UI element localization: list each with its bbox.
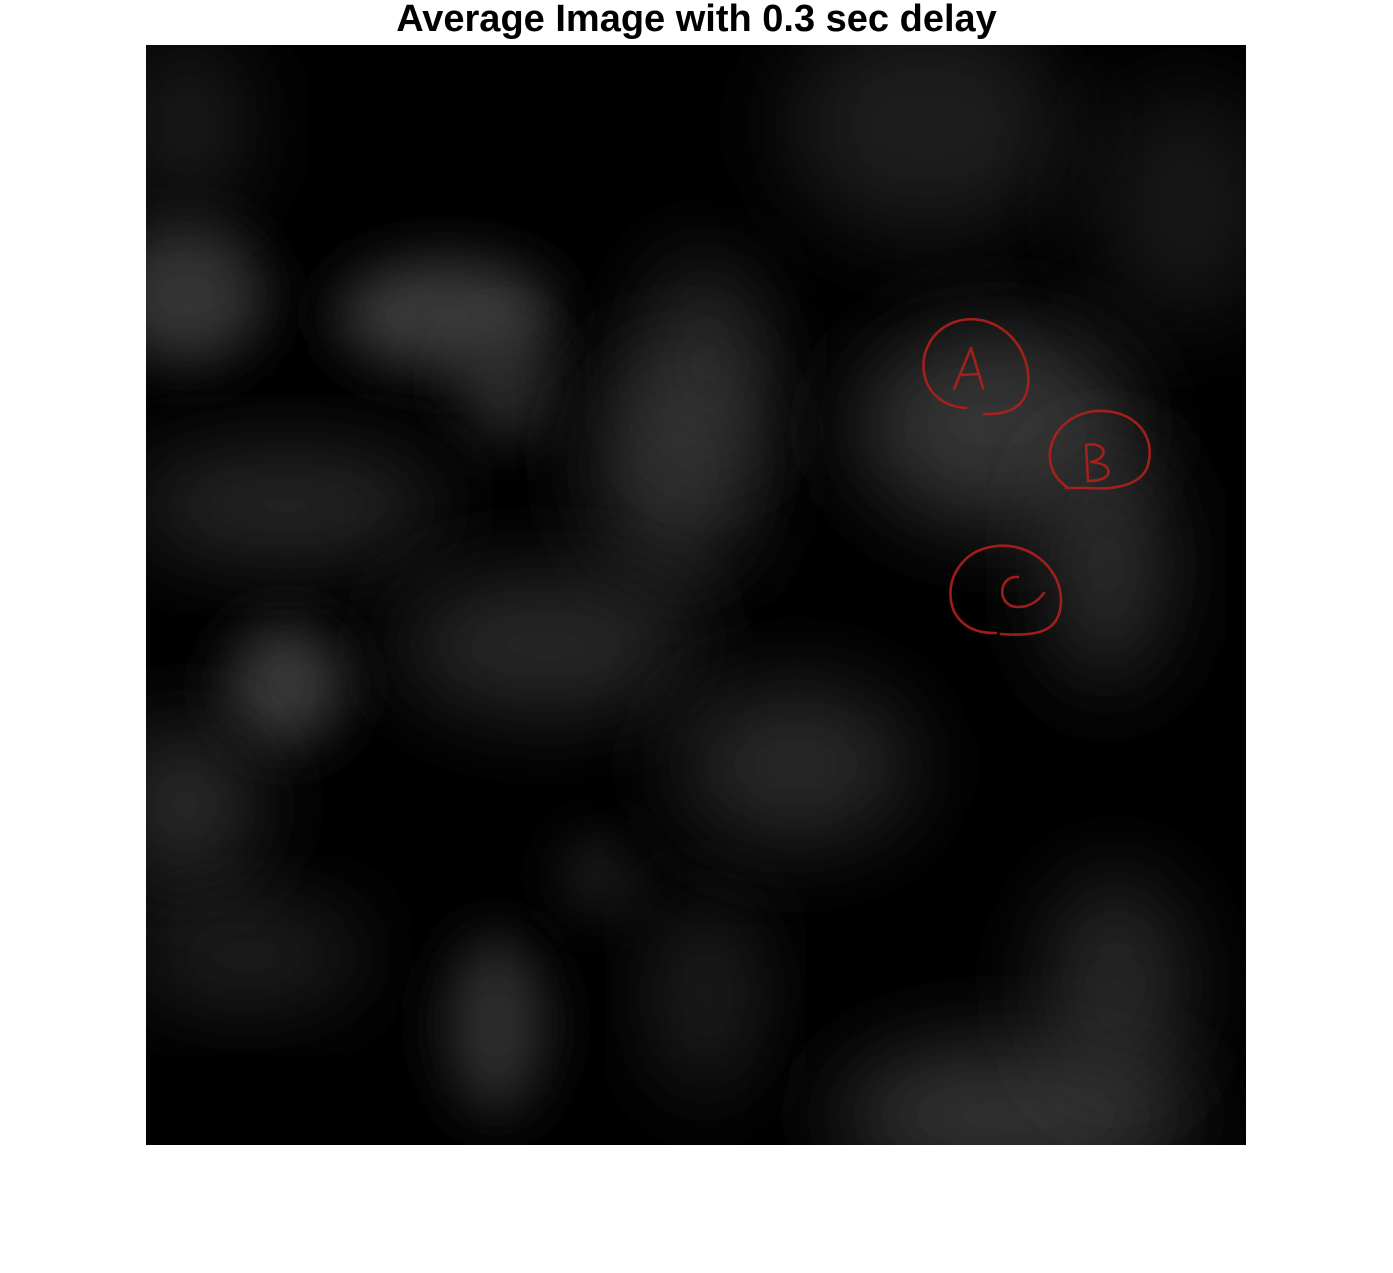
blob-layer <box>146 45 1246 1145</box>
annotation-circle-c <box>949 544 1063 636</box>
average-image-canvas <box>146 45 1246 1145</box>
annotation-circle-b <box>1048 409 1151 490</box>
average-image <box>146 45 1246 1145</box>
annotation-layer <box>922 317 1151 636</box>
annotation-circle-a <box>922 317 1030 416</box>
figure-title: Average Image with 0.3 sec delay <box>396 0 997 40</box>
